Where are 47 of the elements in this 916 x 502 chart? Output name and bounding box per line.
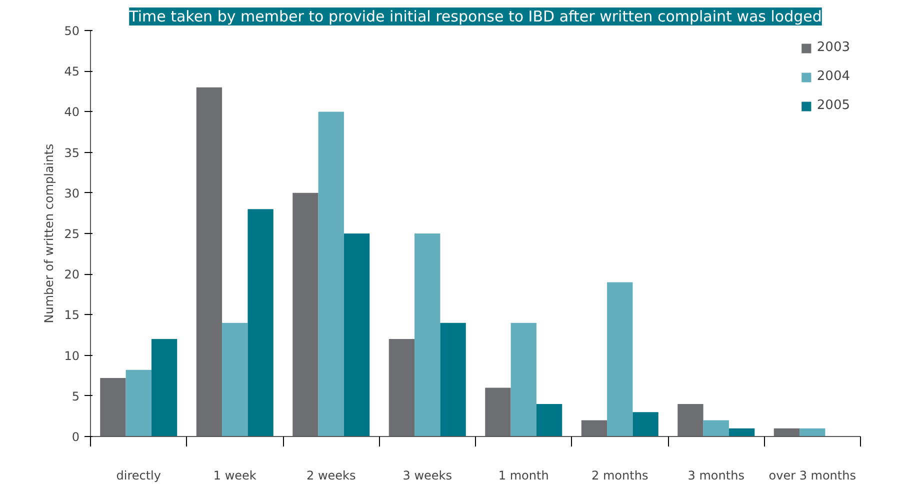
y-tick-label: 5 [72,389,80,404]
bar [703,420,729,436]
bar [292,192,318,436]
legend-label: 2004 [816,69,850,84]
x-tick-label: 2 months [592,468,648,482]
bar [126,370,152,436]
bar [607,282,633,436]
x-tick-label: 1 week [213,468,256,482]
y-tick-label: 0 [72,430,80,444]
x-tick-label: 1 month [498,468,549,482]
x-tick-label: 2 weeks [306,468,356,482]
bar [774,428,800,436]
y-tick-label: 35 [64,146,80,160]
y-axis-title: Number of written complaints [42,144,56,324]
x-tick-label: over 3 months [768,468,856,482]
y-tick-label: 50 [64,24,80,38]
x-tick-label: 3 months [688,468,744,482]
y-tick-label: 20 [64,268,80,282]
y-tick-label: 15 [64,308,80,322]
bar [414,234,440,436]
legend-label: 2005 [816,98,850,113]
y-tick-label: 25 [64,227,80,241]
bar [485,388,511,436]
bar [318,112,344,436]
x-tick-label: 3 weeks [402,468,452,482]
bar [100,378,126,436]
bar [344,234,370,436]
y-tick-label: 40 [64,105,80,120]
y-tick-label: 10 [64,348,80,363]
bar [800,428,826,436]
bar [388,339,415,436]
bar [536,404,562,436]
bar [510,322,536,436]
bar [678,404,704,436]
x-tick-label: directly [116,468,162,482]
y-tick-label: 30 [64,186,80,200]
chart-title: Time taken by member to provide initial response to IBD after written complaint was lodged [128,8,822,26]
bar [440,322,466,436]
bar [151,339,178,436]
bar [222,322,248,436]
legend-label: 2003 [816,40,850,55]
bar [248,209,274,436]
bar [581,420,608,436]
bar [632,412,658,436]
bar [728,428,755,436]
bar [196,87,222,436]
y-tick-label: 45 [64,64,80,79]
